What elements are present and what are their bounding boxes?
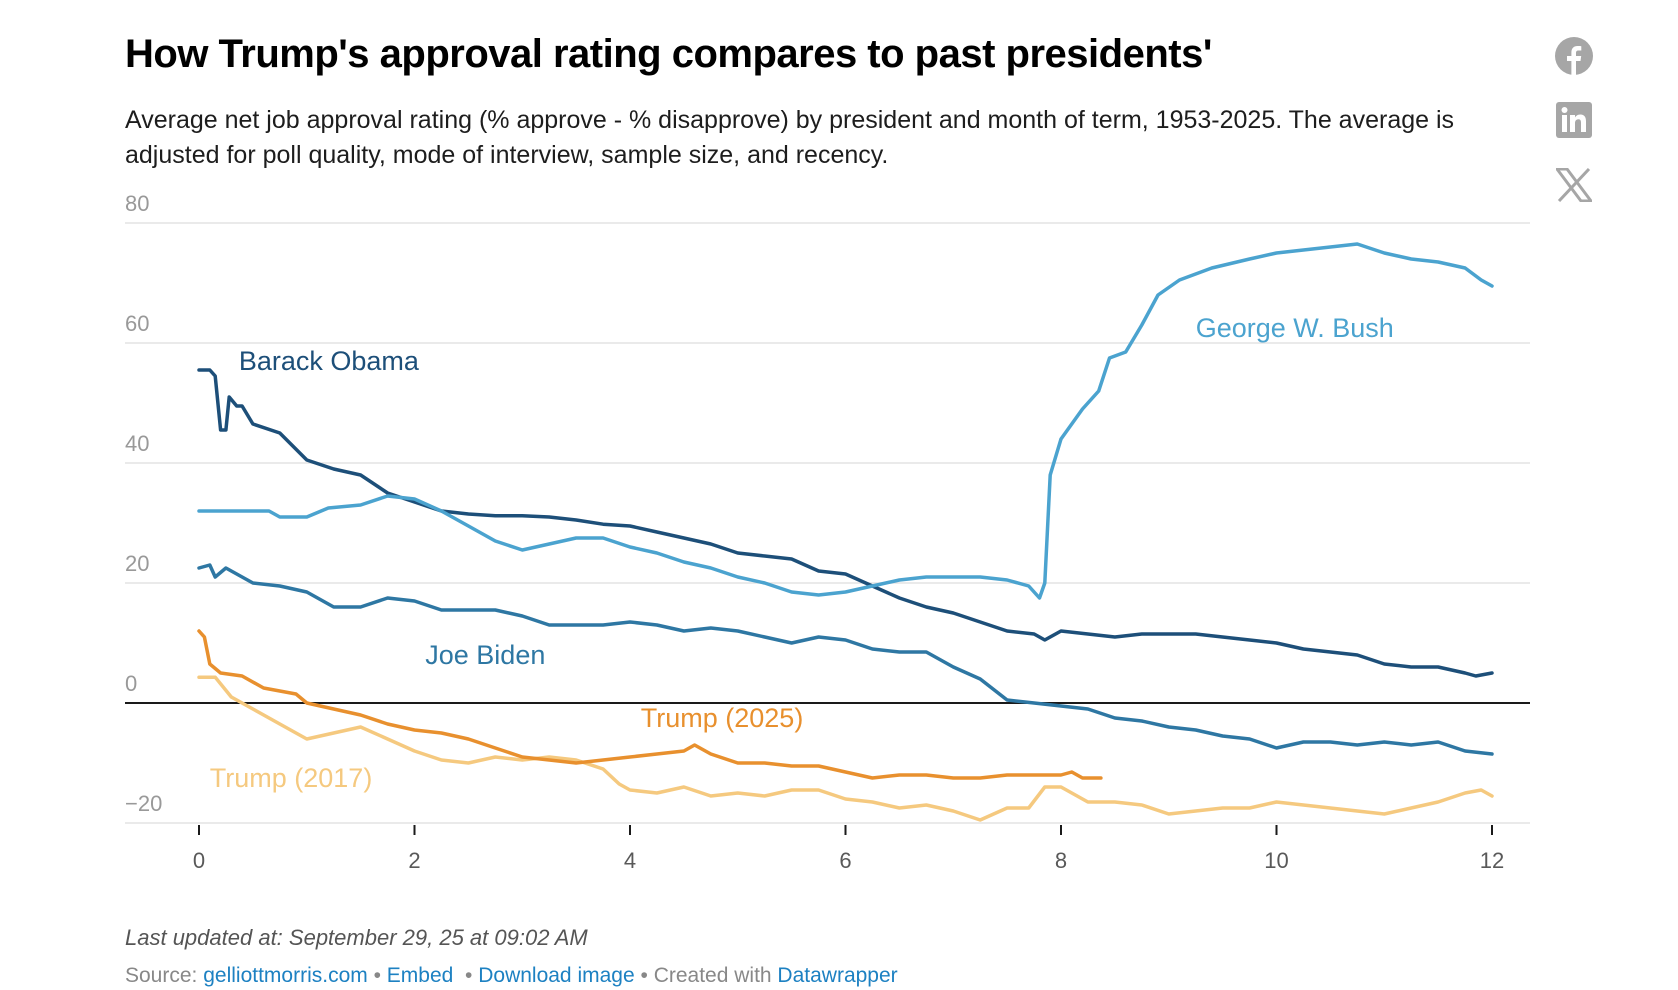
chart-subtitle: Average net job approval rating (% appro… [125, 106, 1455, 169]
download-image-link[interactable]: Download image [478, 964, 635, 987]
series-line-joe-biden [197, 563, 1494, 756]
series-label-george-w-bush: George W. Bush [1196, 313, 1394, 343]
source-link[interactable]: gelliottmorris.com [203, 964, 368, 987]
created-prefix: Created with [653, 964, 778, 987]
embed-link[interactable]: Embed [386, 964, 454, 987]
series-label-joe-biden: Joe Biden [425, 640, 545, 670]
y-tick-label: 60 [125, 311, 149, 336]
linkedin-icon [1556, 102, 1592, 138]
x-tick-label: 6 [839, 848, 851, 873]
chart-title: How Trump's approval rating compares to … [125, 32, 1212, 76]
series-label-trump-2017: Trump (2017) [210, 763, 373, 793]
series-labels: George W. Bush Barack Obama Joe Biden Trump… [210, 313, 1394, 793]
grid-lines [125, 222, 1530, 824]
y-tick-label: 20 [125, 551, 149, 576]
separator: • [459, 964, 479, 987]
datawrapper-link[interactable]: Datawrapper [777, 964, 898, 987]
x-tick-label: 4 [624, 848, 636, 873]
footer-source: Source: gelliottmorris.com • Embed • Dow… [125, 964, 898, 988]
series-line-trump-2017 [197, 675, 1494, 822]
facebook-icon [1555, 37, 1593, 75]
series-label-trump-2025: Trump (2025) [641, 703, 804, 733]
share-x-button[interactable] [1554, 165, 1594, 205]
separator: • [367, 964, 387, 987]
x-tick-label: 0 [193, 848, 205, 873]
x-tick-label: 2 [408, 848, 420, 873]
x-tick-label: 12 [1480, 848, 1504, 873]
x-axis: 0 2 4 6 8 10 12 [193, 825, 1504, 873]
y-tick-label: 40 [125, 431, 149, 456]
source-prefix: Source: [125, 964, 204, 987]
x-icon [1556, 168, 1592, 202]
x-tick-label: 8 [1055, 848, 1067, 873]
series-line-george-w-bush [197, 242, 1494, 600]
y-tick-label: 0 [125, 671, 137, 696]
share-facebook-button[interactable] [1554, 36, 1594, 76]
y-tick-label: 80 [125, 191, 149, 216]
y-axis-ticks: 80 60 40 20 0 −20 [125, 191, 162, 816]
series-line-barack-obama [197, 368, 1494, 678]
series-lines [197, 242, 1494, 822]
last-updated: Last updated at: September 29, 25 at 09:… [125, 925, 588, 950]
share-linkedin-button[interactable] [1554, 100, 1594, 140]
separator: • [634, 964, 654, 987]
y-tick-label: −20 [125, 791, 162, 816]
series-line-trump-2025 [197, 629, 1103, 780]
line-chart: 80 60 40 20 0 −20 0 2 4 6 8 10 12 George W. Bush Bar… [125, 191, 1530, 873]
x-tick-label: 10 [1264, 848, 1288, 873]
series-label-barack-obama: Barack Obama [239, 346, 420, 376]
